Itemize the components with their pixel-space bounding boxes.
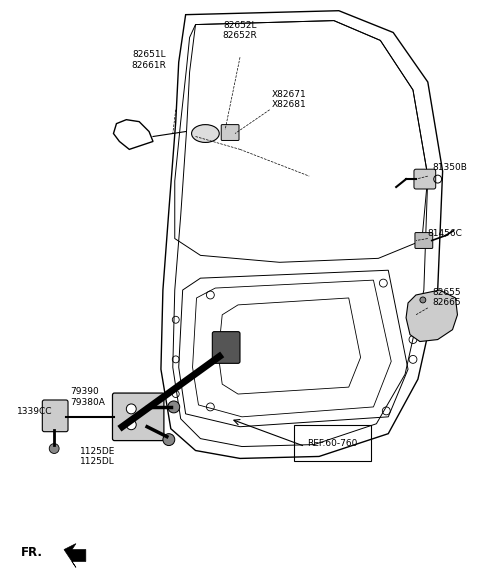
FancyBboxPatch shape xyxy=(112,393,164,440)
Text: 79390
79380A: 79390 79380A xyxy=(70,387,105,406)
Text: 82655
82665: 82655 82665 xyxy=(433,288,461,308)
Circle shape xyxy=(126,420,136,430)
Text: REF.60-760: REF.60-760 xyxy=(307,439,358,447)
Circle shape xyxy=(49,443,59,453)
Text: 81350B: 81350B xyxy=(433,163,468,172)
FancyBboxPatch shape xyxy=(42,400,68,432)
Text: FR.: FR. xyxy=(21,546,43,559)
Text: 82652L
82652R: 82652L 82652R xyxy=(223,21,257,40)
Circle shape xyxy=(163,434,175,446)
FancyBboxPatch shape xyxy=(212,332,240,363)
Polygon shape xyxy=(406,290,457,342)
Circle shape xyxy=(420,297,426,303)
Text: X82671
X82681: X82671 X82681 xyxy=(272,90,306,109)
FancyBboxPatch shape xyxy=(415,233,433,249)
Text: 82651L
82661R: 82651L 82661R xyxy=(132,51,167,70)
Text: 1125DE
1125DL: 1125DE 1125DL xyxy=(80,446,115,466)
FancyBboxPatch shape xyxy=(414,169,436,189)
Circle shape xyxy=(168,401,180,413)
Text: 81456C: 81456C xyxy=(428,229,463,238)
Ellipse shape xyxy=(192,125,219,142)
Circle shape xyxy=(126,404,136,414)
Polygon shape xyxy=(64,544,86,567)
FancyBboxPatch shape xyxy=(221,125,239,141)
Text: 1339CC: 1339CC xyxy=(17,407,52,416)
